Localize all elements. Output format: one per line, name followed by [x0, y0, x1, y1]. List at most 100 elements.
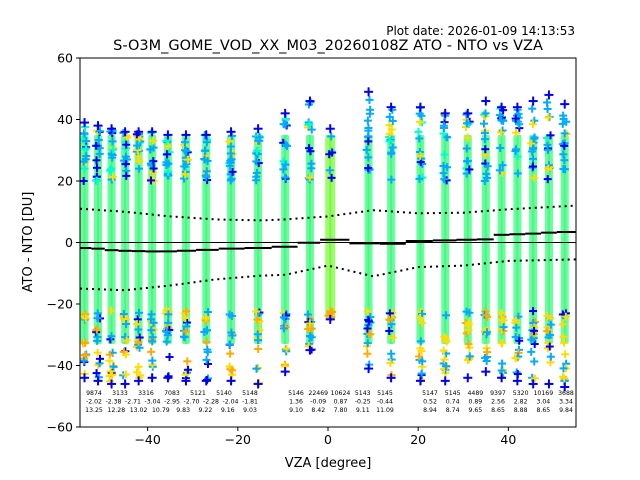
outlier-marker: [512, 102, 522, 112]
outlier-marker: [385, 326, 394, 335]
stats-mid-value: 0.87: [334, 399, 348, 406]
outlier-marker: [530, 326, 539, 335]
outlier-marker: [560, 141, 569, 150]
outlier-marker: [364, 364, 374, 374]
outlier-marker: [497, 339, 506, 348]
outlier-marker: [325, 150, 334, 159]
stats-right-value: 5320: [513, 390, 529, 397]
outlier-marker: [253, 379, 263, 389]
outlier-marker: [93, 332, 102, 341]
outlier-marker: [120, 379, 130, 389]
outlier-marker: [107, 306, 116, 315]
stats-right-value: 0.74: [446, 399, 460, 406]
stats-right-value: 0.52: [423, 399, 437, 406]
outlier-marker: [165, 352, 174, 361]
outlier-marker: [95, 149, 104, 158]
outlier-marker: [512, 368, 521, 377]
outlier-marker: [202, 355, 211, 364]
stats-right-value: 2.56: [491, 399, 505, 406]
outlier-marker: [147, 347, 156, 356]
outlier-marker: [133, 141, 142, 150]
x-axis-ticks: −40 −20 0 20 40: [134, 427, 516, 447]
outlier-marker: [181, 313, 190, 322]
stats-left-value: -2.38: [105, 399, 121, 406]
outlier-marker: [180, 174, 189, 183]
outlier-markers: [80, 87, 571, 392]
outlier-marker: [254, 345, 263, 354]
outlier-marker: [483, 348, 492, 357]
outlier-marker: [164, 167, 173, 176]
outlier-marker: [107, 332, 116, 341]
outlier-marker: [135, 333, 144, 342]
outlier-marker: [180, 333, 189, 342]
outlier-marker: [280, 108, 290, 118]
outlier-marker: [543, 146, 552, 155]
y-axis-ticks: −60 −40 −20 0 20 40 60: [47, 51, 80, 435]
outlier-marker: [181, 327, 190, 336]
outlier-marker: [281, 140, 290, 149]
stats-right-value: 9.84: [559, 407, 573, 414]
outlier-marker: [305, 173, 314, 182]
outlier-marker: [147, 127, 157, 137]
stats-right-value: 8.94: [423, 407, 437, 414]
outlier-marker: [385, 129, 394, 138]
outlier-marker: [200, 327, 209, 336]
y-tick-label: 60: [57, 51, 73, 66]
outlier-marker: [305, 345, 315, 355]
outlier-marker: [464, 320, 473, 329]
outlier-marker: [365, 317, 374, 326]
outlier-marker: [305, 120, 314, 129]
outlier-marker: [482, 311, 491, 320]
outlier-marker: [527, 139, 536, 148]
outlier-marker: [228, 131, 237, 140]
outlier-marker: [543, 175, 552, 184]
outlier-marker: [366, 318, 375, 327]
outlier-marker: [119, 310, 128, 319]
outlier-marker: [307, 333, 316, 342]
outlier-marker: [528, 120, 537, 129]
outlier-marker: [164, 310, 173, 319]
outlier-marker: [147, 373, 157, 383]
x-tick-label: 20: [410, 432, 426, 447]
outlier-marker: [415, 352, 424, 361]
outlier-marker: [439, 161, 448, 170]
outlier-marker: [560, 156, 569, 165]
outlier-marker: [252, 172, 261, 181]
outlier-marker: [388, 333, 397, 342]
outlier-marker: [365, 95, 374, 104]
outlier-marker: [163, 331, 172, 340]
outlier-marker: [363, 116, 372, 125]
outlier-marker: [496, 128, 505, 137]
outlier-marker: [480, 129, 489, 138]
outlier-marker: [417, 318, 426, 327]
outlier-marker: [528, 104, 537, 113]
stats-left-value: 13.25: [85, 407, 103, 414]
outlier-marker: [181, 130, 191, 140]
outlier-marker: [515, 336, 524, 345]
outlier-marker: [132, 320, 141, 329]
outlier-marker: [281, 120, 290, 129]
outlier-marker: [93, 314, 102, 323]
outlier-marker: [226, 376, 236, 386]
y-tick-label: 40: [57, 112, 73, 127]
outlier-marker: [122, 320, 131, 329]
stats-mid-value: 10624: [331, 390, 351, 397]
stats-right-value: 2.82: [514, 399, 528, 406]
outlier-marker: [545, 342, 554, 351]
outlier-marker: [92, 325, 101, 334]
outlier-marker: [439, 346, 448, 355]
stats-mid-value: 9.10: [289, 407, 303, 414]
outlier-marker: [363, 349, 372, 358]
outlier-marker: [416, 151, 425, 160]
outlier-marker: [96, 354, 105, 363]
outlier-marker: [80, 118, 90, 128]
stats-left-value: -3.04: [144, 399, 160, 406]
outlier-marker: [225, 137, 234, 146]
outlier-marker: [81, 314, 90, 323]
stats-right-value: 0.89: [468, 399, 482, 406]
outlier-marker: [481, 109, 490, 118]
stats-left-value: -1.81: [242, 399, 258, 406]
outlier-marker: [146, 176, 155, 185]
x-tick-label: −40: [134, 432, 160, 447]
outlier-marker: [387, 175, 396, 184]
